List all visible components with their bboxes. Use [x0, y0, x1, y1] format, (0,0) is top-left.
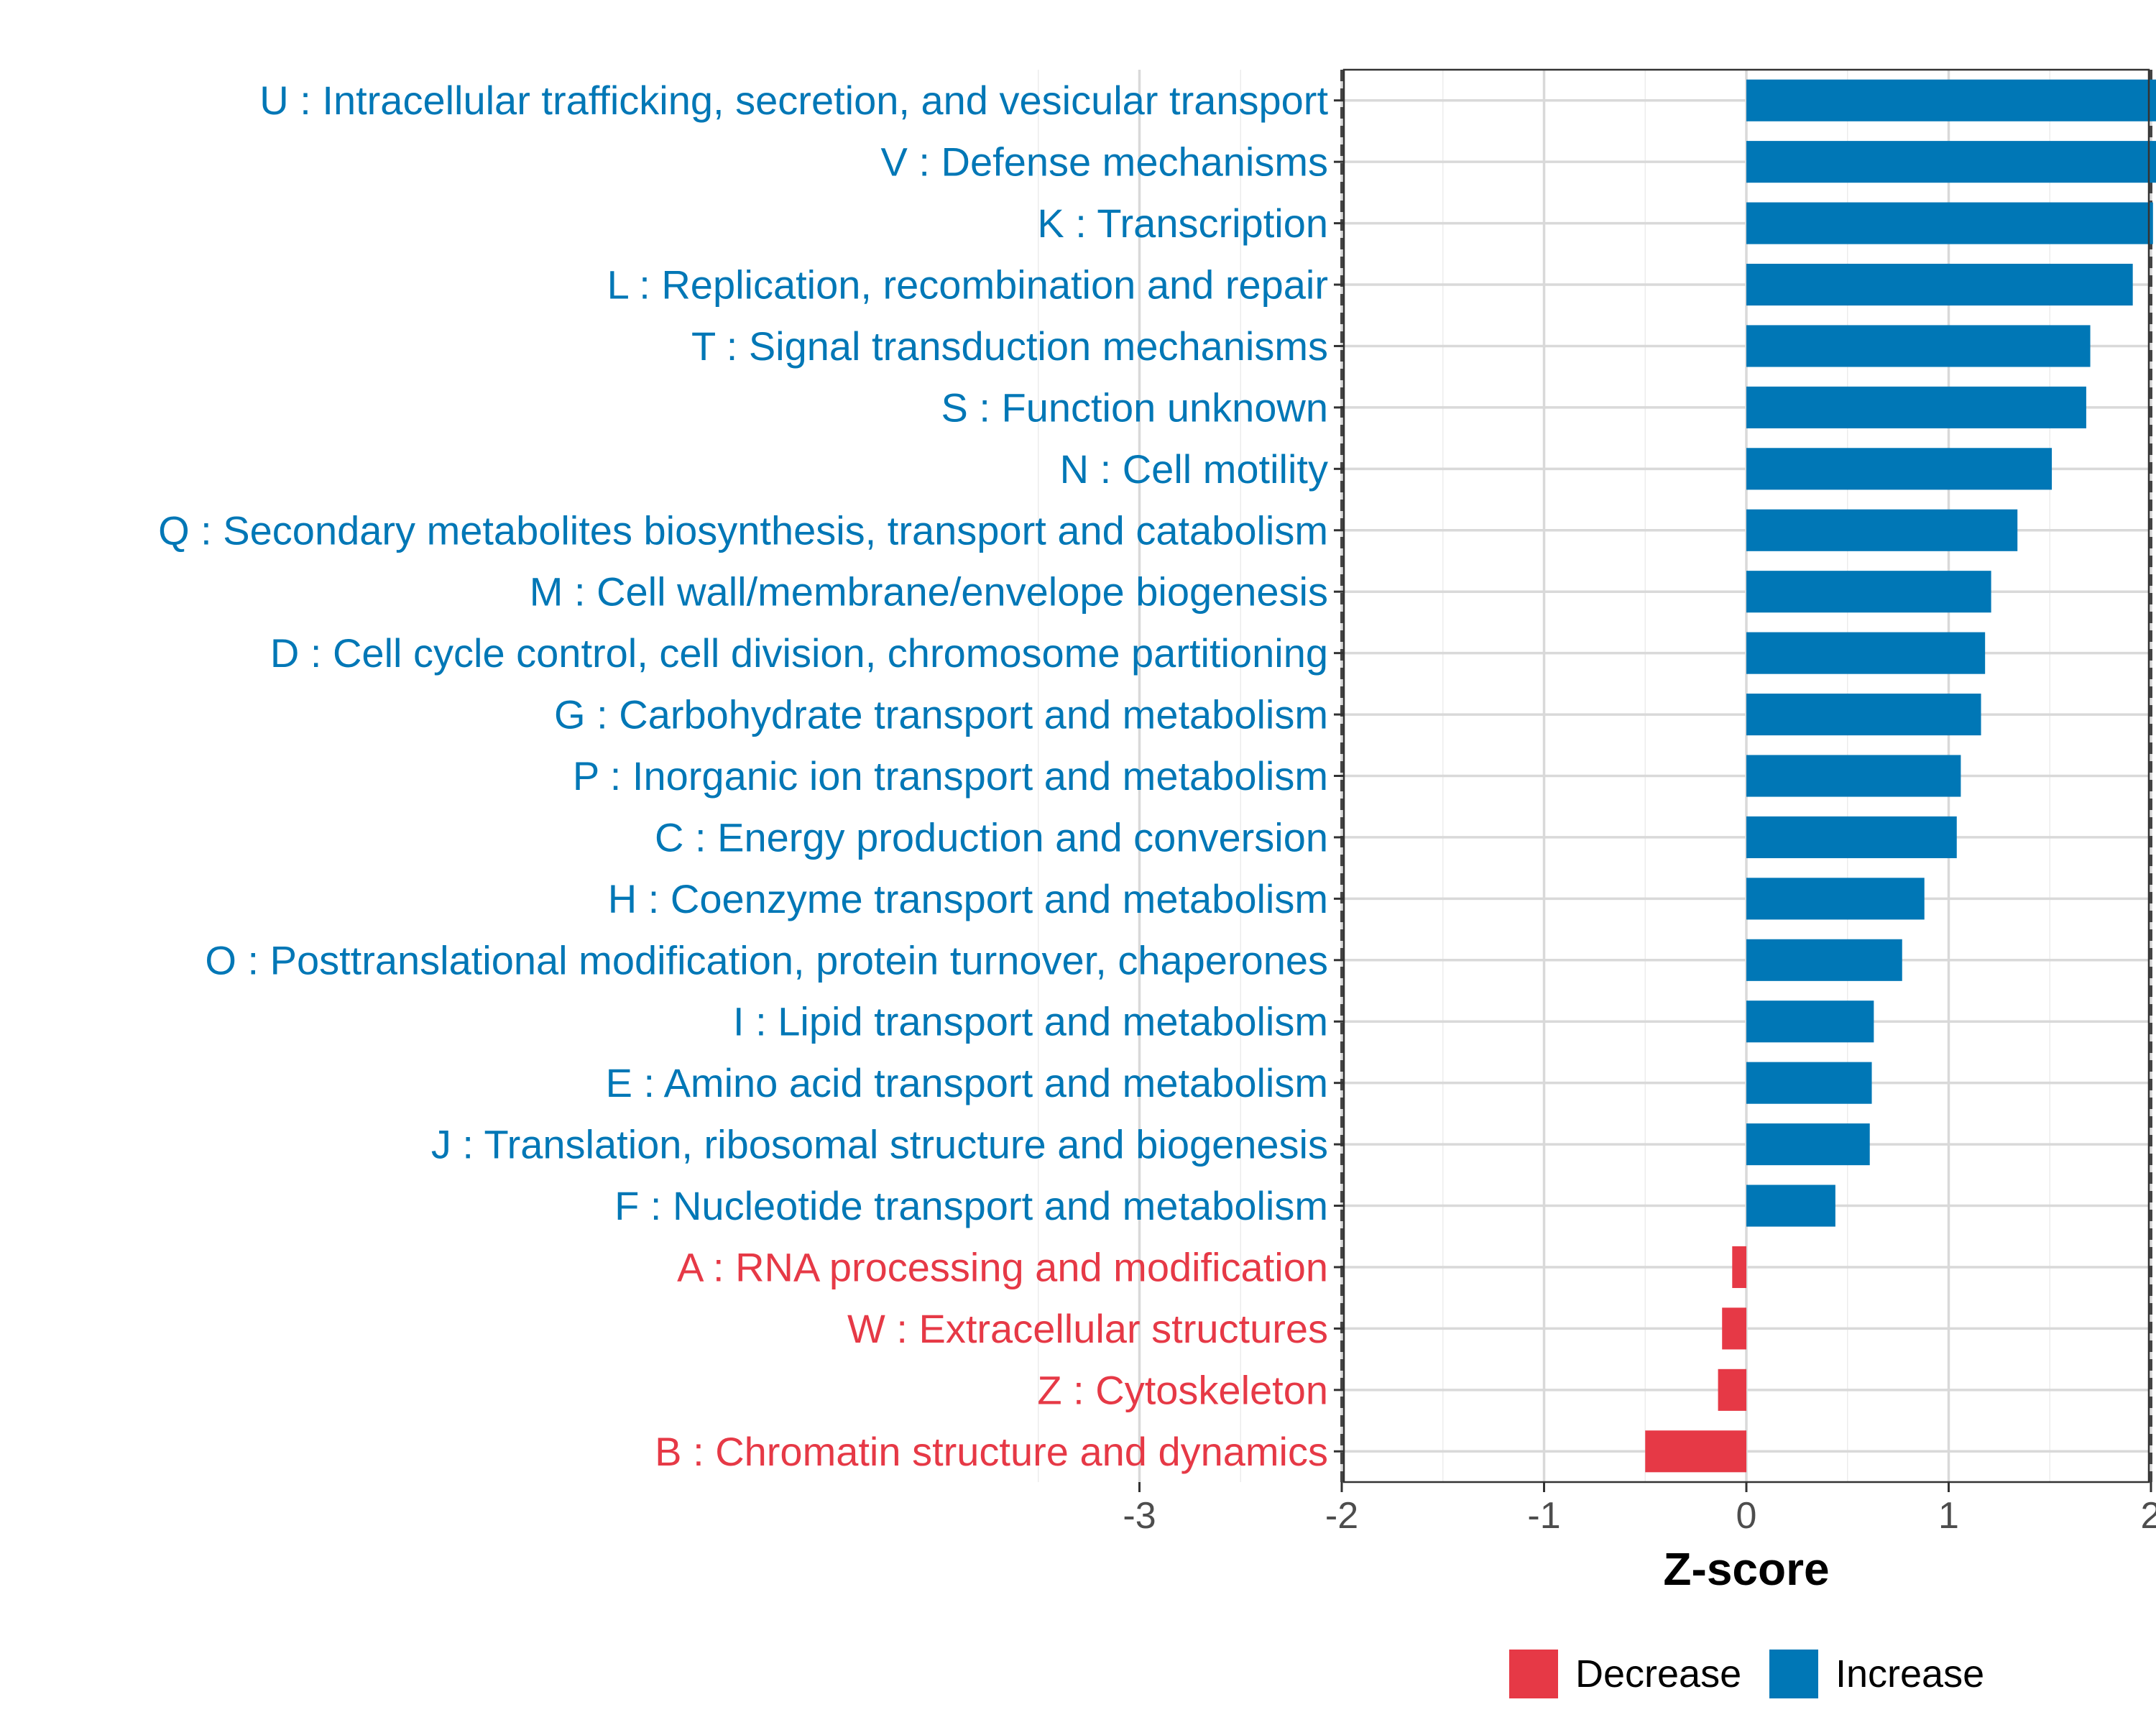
- bar: [1746, 1184, 1835, 1227]
- bar: [1746, 448, 2053, 490]
- bar: [1718, 1368, 1746, 1411]
- category-label: F : Nucleotide transport and metabolism: [614, 1183, 1328, 1228]
- bar: [1746, 939, 1902, 981]
- category-label: J : Translation, ribosomal structure and…: [431, 1122, 1328, 1167]
- bar: [1746, 1062, 1872, 1104]
- category-label: L : Replication, recombination and repai…: [607, 262, 1328, 308]
- bar: [1746, 755, 1961, 797]
- bar: [1746, 1000, 1874, 1043]
- legend-label: Increase: [1835, 1652, 1984, 1696]
- bar: [1645, 1430, 1746, 1473]
- legend-swatch: [1769, 1650, 1818, 1698]
- bar: [1746, 1123, 1870, 1166]
- x-axis-title: Z-score: [1663, 1543, 1829, 1595]
- category-label: P : Inorganic ion transport and metaboli…: [573, 753, 1328, 799]
- category-label: T : Signal transduction mechanisms: [691, 323, 1328, 369]
- legend: Decrease Increase: [1509, 1650, 1984, 1698]
- x-axis-ticks: -3-2-10123: [1123, 1482, 2156, 1537]
- category-label: E : Amino acid transport and metabolism: [606, 1060, 1328, 1105]
- bar: [1732, 1246, 1746, 1289]
- bar: [1746, 325, 2091, 367]
- bar: [1746, 263, 2133, 306]
- category-label: S : Function unknown: [941, 385, 1328, 430]
- category-label: U : Intracellular trafficking, secretion…: [259, 78, 1328, 123]
- category-label: W : Extracellular structures: [847, 1306, 1328, 1351]
- bar: [1746, 386, 2086, 428]
- category-label: G : Carbohydrate transport and metabolis…: [554, 692, 1328, 737]
- bar: [1722, 1307, 1746, 1350]
- threshold-lines: [1340, 70, 2152, 1482]
- y-axis-ticks: [1334, 99, 1344, 1453]
- bar: [1746, 694, 1981, 736]
- category-label: O : Posttranslational modification, prot…: [205, 937, 1328, 983]
- category-label: Z : Cytoskeleton: [1037, 1367, 1328, 1412]
- x-tick-label: -3: [1123, 1495, 1156, 1537]
- legend-swatch: [1509, 1650, 1558, 1698]
- bar: [1746, 79, 2156, 121]
- bar: [1746, 202, 2153, 244]
- x-tick-label: -1: [1527, 1495, 1560, 1537]
- bar: [1746, 571, 1991, 613]
- x-tick-label: -2: [1325, 1495, 1358, 1537]
- bars: [1645, 79, 2156, 1473]
- category-label: N : Cell motility: [1060, 446, 1328, 492]
- bar: [1746, 632, 1986, 674]
- bar: [1746, 141, 2156, 183]
- category-label: K : Transcription: [1037, 201, 1328, 246]
- bar: [1746, 816, 1957, 858]
- category-label: I : Lipid transport and metabolism: [733, 999, 1328, 1044]
- category-label: H : Coenzyme transport and metabolism: [608, 876, 1328, 921]
- bar: [1746, 878, 1925, 920]
- legend-label: Decrease: [1575, 1652, 1741, 1696]
- category-label: B : Chromatin structure and dynamics: [655, 1429, 1328, 1474]
- x-tick-label: 0: [1736, 1495, 1757, 1537]
- category-label: V : Defense mechanisms: [881, 139, 1328, 185]
- category-label: C : Energy production and conversion: [655, 814, 1328, 860]
- bar: [1746, 509, 2018, 551]
- x-tick-label: 1: [1938, 1495, 1959, 1537]
- y-axis-labels: U : Intracellular trafficking, secretion…: [158, 78, 1328, 1474]
- category-label: M : Cell wall/membrane/envelope biogenes…: [530, 569, 1328, 615]
- category-label: A : RNA processing and modification: [677, 1244, 1328, 1289]
- category-label: D : Cell cycle control, cell division, c…: [270, 630, 1328, 676]
- category-label: Q : Secondary metabolites biosynthesis, …: [158, 507, 1328, 553]
- x-tick-label: 2: [2141, 1495, 2156, 1537]
